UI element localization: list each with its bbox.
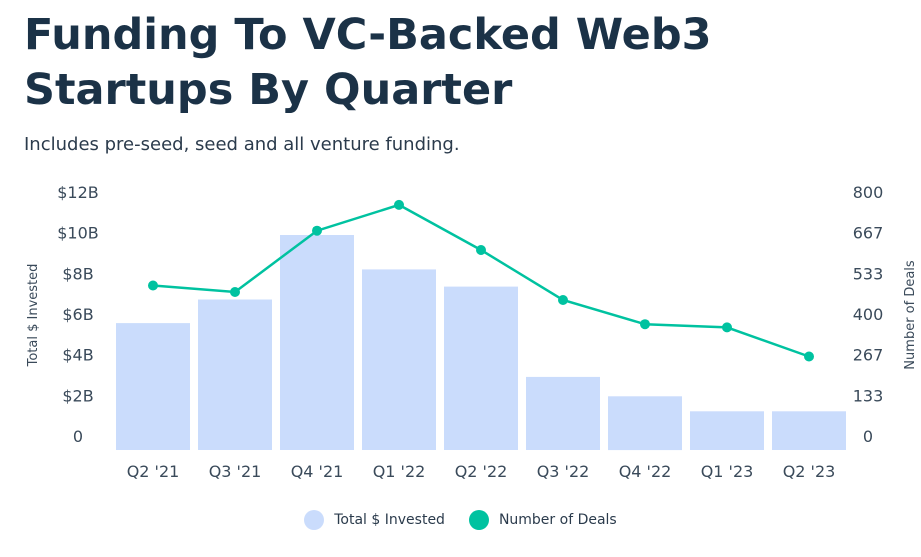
bar-2[interactable] — [280, 235, 354, 450]
x-tick-3: Q1 '22 — [373, 462, 426, 481]
left-tick-6: 0 — [73, 427, 83, 446]
x-tick-4: Q2 '22 — [455, 462, 508, 481]
right-tick-6: 0 — [863, 427, 873, 446]
deals-point-4[interactable] — [476, 245, 486, 255]
chart-canvas: $12B $10B $8B $6B $4B $2B 0 800 667 533 400 267 133… — [26, 183, 918, 481]
x-tick-7: Q1 '23 — [701, 462, 754, 481]
right-tick-2: 533 — [853, 264, 884, 283]
deals-point-6[interactable] — [640, 319, 650, 330]
bar-6[interactable] — [608, 396, 682, 451]
deals-point-5[interactable] — [558, 295, 568, 305]
chart-title: Funding To VC-Backed Web3 Startups By Qu… — [24, 10, 712, 115]
deals-point-0[interactable] — [148, 280, 158, 291]
legend-item-deals[interactable]: Number of Deals — [468, 510, 617, 530]
legend-swatch-deals — [468, 510, 489, 530]
chart-subtitle: Includes pre-seed, seed and all venture … — [24, 134, 460, 155]
legend: Total $ Invested Number of Deals — [0, 510, 921, 530]
deals-point-2[interactable] — [312, 225, 322, 236]
right-tick-1: 667 — [853, 224, 884, 243]
bar-8[interactable] — [772, 411, 846, 450]
bar-1[interactable] — [198, 299, 272, 451]
right-axis-ticks: 800 667 533 400 267 133 0 — [853, 183, 884, 446]
legend-label-deals: Number of Deals — [498, 512, 617, 528]
left-tick-1: $10B — [57, 224, 99, 243]
right-axis-title: Number of Deals — [903, 260, 918, 370]
deals-point-3[interactable] — [394, 199, 404, 210]
right-tick-3: 400 — [853, 305, 884, 324]
bar-3[interactable] — [362, 269, 436, 450]
legend-swatch-invested — [304, 510, 325, 530]
left-tick-4: $4B — [62, 346, 93, 365]
x-tick-6: Q4 '22 — [619, 462, 672, 481]
left-axis-ticks: $12B $10B $8B $6B $4B $2B 0 — [57, 183, 99, 446]
x-tick-8: Q2 '23 — [783, 462, 836, 481]
right-tick-0: 800 — [853, 183, 884, 202]
x-tick-0: Q2 '21 — [127, 462, 180, 481]
line-series — [148, 199, 814, 362]
right-tick-4: 267 — [853, 346, 884, 365]
left-axis-title: Total $ Invested — [26, 264, 41, 368]
left-tick-2: $8B — [62, 264, 93, 283]
x-tick-5: Q3 '22 — [537, 462, 590, 481]
deals-point-7[interactable] — [722, 322, 732, 333]
bar-0[interactable] — [116, 323, 190, 450]
bar-5[interactable] — [526, 376, 600, 450]
bar-4[interactable] — [444, 286, 518, 450]
left-tick-5: $2B — [62, 386, 93, 405]
deals-point-1[interactable] — [230, 287, 240, 297]
x-tick-1: Q3 '21 — [209, 462, 262, 481]
right-tick-5: 133 — [853, 386, 884, 405]
bar-series — [116, 235, 846, 451]
left-tick-0: $12B — [57, 183, 99, 202]
x-axis-ticks: Q2 '21 Q3 '21 Q4 '21 Q1 '22 Q2 '22 Q3 '22 Q4 '… — [127, 462, 836, 481]
legend-label-invested: Total $ Invested — [334, 512, 445, 528]
deals-point-8[interactable] — [804, 351, 814, 362]
legend-item-invested[interactable]: Total $ Invested — [304, 510, 445, 530]
bar-7[interactable] — [690, 411, 764, 450]
x-tick-2: Q4 '21 — [291, 462, 344, 481]
left-tick-3: $6B — [62, 305, 93, 324]
